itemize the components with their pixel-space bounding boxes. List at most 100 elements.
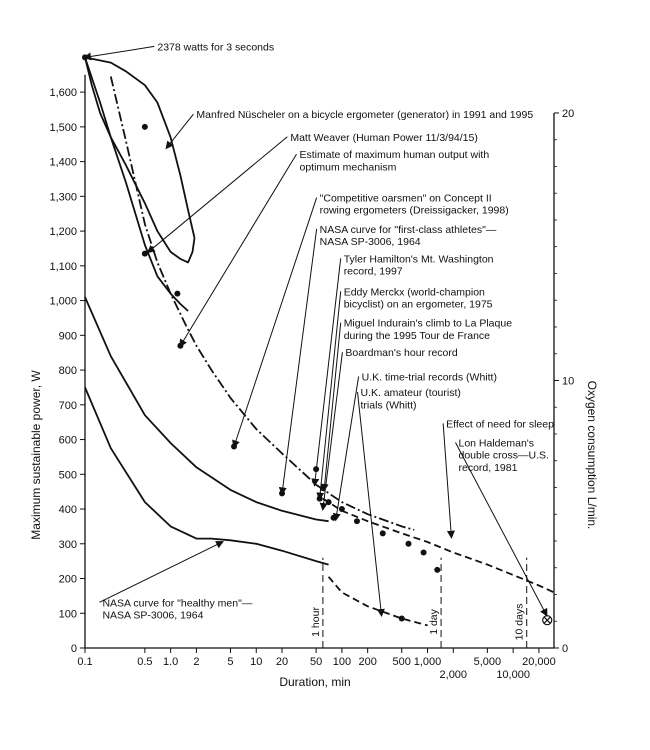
annotation-label: Manfred Nüscheler on a bicycle ergometer… bbox=[196, 109, 533, 121]
y-tick-label-left: 400 bbox=[59, 504, 77, 516]
grid-markers: 1 hour 1 day 10 days bbox=[310, 557, 528, 648]
annotation-label: NASA curve for "healthy men"— bbox=[102, 597, 252, 609]
series-line-1 bbox=[84, 56, 196, 239]
x-tick-label: 0.5 bbox=[137, 656, 152, 668]
data-point bbox=[405, 540, 412, 547]
marker-label: 1 hour bbox=[310, 607, 322, 637]
series-line-2 bbox=[84, 57, 189, 312]
y-tick-label-left: 1,500 bbox=[49, 122, 77, 134]
data-point bbox=[325, 499, 332, 506]
x-tick-label: 5,000 bbox=[474, 656, 502, 668]
annotation-label: NASA SP-3006, 1964 bbox=[102, 609, 203, 621]
annotation-label: trials (Whitt) bbox=[361, 399, 417, 411]
data-point bbox=[141, 123, 148, 130]
series-line-3 bbox=[109, 76, 415, 531]
data-point bbox=[398, 615, 405, 622]
annotation-leader bbox=[99, 541, 224, 603]
annotation-label: Effect of need for sleep bbox=[446, 418, 554, 430]
marker-label: 1 day bbox=[428, 608, 440, 634]
annotation-leader bbox=[319, 352, 343, 512]
x-tick-label: 20,000 bbox=[522, 656, 556, 668]
annotation-leader bbox=[357, 392, 385, 617]
x-tick-label: 1,000 bbox=[414, 656, 442, 668]
series-line-4 bbox=[84, 296, 329, 523]
x-axis-label: Duration, min bbox=[279, 675, 350, 689]
annotation-label: Miguel Indurain's climb to La Plaque bbox=[344, 318, 513, 330]
marker-label: 10 days bbox=[514, 604, 526, 641]
annotation-label: during the 1995 Tour de France bbox=[344, 330, 490, 342]
y-tick-label-left: 200 bbox=[59, 574, 77, 586]
x-tick-label: 10 bbox=[250, 656, 262, 668]
y-tick-label-left: 1,600 bbox=[49, 87, 77, 99]
series-line-6 bbox=[327, 576, 428, 627]
y-tick-label-left: 600 bbox=[59, 435, 77, 447]
annotation-label: Lon Haldeman's bbox=[458, 437, 534, 449]
series-line-0 bbox=[84, 57, 196, 264]
y-tick-label-right: 10 bbox=[562, 375, 574, 387]
y-tick-label-left: 1,400 bbox=[49, 157, 77, 169]
y-tick-label-left: 100 bbox=[59, 608, 77, 620]
annotation-label: optimum mechanism bbox=[300, 161, 397, 173]
annotation-label: record, 1981 bbox=[458, 462, 517, 474]
data-point bbox=[379, 530, 386, 537]
data-point bbox=[174, 290, 181, 297]
annotation-leader bbox=[179, 153, 297, 348]
data-point bbox=[353, 518, 360, 525]
x-tick-label: 1.0 bbox=[163, 656, 178, 668]
y-tick-label-left: 0 bbox=[71, 643, 77, 655]
annotation-leader bbox=[316, 291, 342, 501]
data-point bbox=[420, 549, 427, 556]
annotation-label: Eddy Merckx (world-champion bbox=[344, 286, 485, 298]
x-tick-label: 100 bbox=[333, 656, 351, 668]
annotation-label: bicyclist) on an ergometer, 1975 bbox=[344, 299, 493, 311]
annotation-leader bbox=[320, 322, 342, 492]
x-tick-label: 500 bbox=[393, 656, 411, 668]
y-tick-label-left: 700 bbox=[59, 400, 77, 412]
annotation-leader bbox=[146, 136, 288, 254]
annotation-leader bbox=[455, 442, 548, 617]
annotation-label: Estimate of maximum human output with bbox=[300, 149, 490, 161]
y-tick-label-left: 800 bbox=[59, 365, 77, 377]
y-axis-label-right: Oxygen consumption L/min. bbox=[585, 381, 599, 530]
axes: 0.1 0.5 1.0 2 5 10 20 50 100 200 500 1,0002,0005,00… bbox=[49, 74, 574, 681]
data-point bbox=[434, 566, 441, 573]
annotation-label: NASA curve for "first-class athletes"— bbox=[320, 224, 497, 236]
annotation-leader bbox=[232, 197, 318, 449]
series-lines bbox=[84, 56, 555, 627]
x-tick-label: 2 bbox=[193, 656, 199, 668]
series-line-7 bbox=[322, 497, 555, 594]
series-line-5 bbox=[84, 387, 329, 566]
x-tick-label: 5 bbox=[227, 656, 233, 668]
annotation-label: double cross—U.S. bbox=[458, 450, 548, 462]
y-tick-label-left: 1,000 bbox=[49, 296, 77, 308]
annotation-label: "Competitive oarsmen" on Concept II bbox=[320, 193, 492, 205]
annotation-label: 2378 watts for 3 seconds bbox=[157, 41, 274, 53]
annotation-label: NASA SP-3006, 1964 bbox=[320, 236, 421, 248]
annotation-label: Matt Weaver (Human Power 11/3/94/15) bbox=[290, 132, 478, 144]
x-tick-label: 20 bbox=[276, 656, 288, 668]
annotation-leader bbox=[278, 228, 318, 496]
annotation-leader bbox=[442, 423, 455, 539]
annotation-label: U.K. amateur (tourist) bbox=[361, 387, 461, 399]
y-tick-label-left: 300 bbox=[59, 539, 77, 551]
x-tick-label: 2,000 bbox=[440, 669, 468, 681]
y-tick-label-left: 1,300 bbox=[49, 191, 77, 203]
annotation-label: Boardman's hour record bbox=[345, 347, 457, 359]
y-tick-label-left: 900 bbox=[59, 330, 77, 342]
annotation-leader bbox=[311, 258, 342, 487]
annotations: 2378 watts for 3 seconds Manfred Nüschele… bbox=[83, 41, 554, 621]
y-tick-label-right: 0 bbox=[562, 643, 568, 655]
y-axis-label-left: Maximum sustainable power, W bbox=[29, 370, 43, 540]
annotation-leader bbox=[83, 45, 155, 61]
x-tick-label: 10,000 bbox=[496, 669, 530, 681]
data-point bbox=[338, 506, 345, 513]
y-tick-label-left: 500 bbox=[59, 469, 77, 481]
annotation-label: U.K. time-trial records (Whitt) bbox=[362, 371, 497, 383]
x-tick-label: 200 bbox=[358, 656, 376, 668]
annotation-label: Tyler Hamilton's Mt. Washington bbox=[344, 253, 494, 265]
annotation-leader bbox=[165, 113, 194, 150]
record-marker-cross bbox=[543, 616, 551, 624]
annotation-label: rowing ergometers (Dreissigacker, 1998) bbox=[320, 205, 509, 217]
annotation-leader bbox=[332, 376, 360, 522]
